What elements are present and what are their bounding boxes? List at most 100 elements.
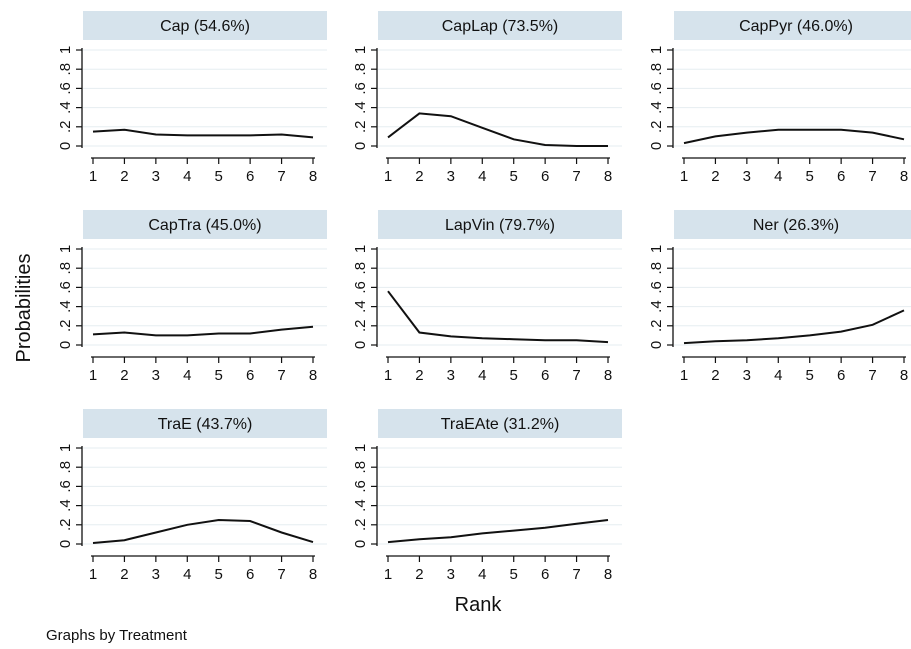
rank-probability-line [683, 128, 905, 145]
panel-title-strip [378, 11, 622, 40]
x-tick-label: 2 [711, 367, 719, 384]
x-tick-label: 5 [806, 168, 814, 185]
panel-title-strip [674, 11, 911, 40]
x-tick-label: 6 [837, 168, 845, 185]
x-tick-label: 3 [152, 367, 160, 384]
x-tick-label: 6 [541, 367, 549, 384]
y-tick-label: .8 [57, 63, 74, 76]
y-tick-label: 1 [648, 46, 665, 54]
x-tick-label: 2 [415, 566, 423, 583]
y-axis-label: Probabilities [13, 254, 35, 363]
x-tick-label: 1 [680, 168, 688, 185]
y-tick-label: .6 [352, 480, 369, 493]
x-tick-label: 7 [868, 367, 876, 384]
panel-title: TraE (43.7%) [158, 416, 253, 433]
x-tick-label: 4 [478, 367, 486, 384]
x-tick-label: 6 [246, 168, 254, 185]
x-tick-label: 2 [120, 566, 128, 583]
x-tick-label: 2 [711, 168, 719, 185]
panel-title: CapPyr (46.0%) [739, 18, 853, 35]
x-tick-label: 5 [806, 367, 814, 384]
x-tick-label: 5 [215, 566, 223, 583]
y-tick-label: 1 [352, 245, 369, 253]
x-tick-label: 3 [743, 168, 751, 185]
x-tick-label: 1 [89, 566, 97, 583]
panel: TraE (43.7%) 0 .2 .4 .6 .8 1 1 2 3 4 5 6 7 8 [57, 409, 327, 583]
y-tick-label: .2 [57, 519, 74, 532]
x-tick-label: 2 [415, 168, 423, 185]
y-tick-label: .2 [57, 320, 74, 333]
y-tick-label: .6 [352, 281, 369, 294]
x-tick-label: 1 [680, 367, 688, 384]
y-tick-label: .2 [57, 121, 74, 134]
x-axis-label: Rank [455, 594, 503, 616]
x-tick-label: 2 [120, 168, 128, 185]
x-tick-label: 8 [604, 566, 612, 583]
panel: Cap (54.6%) 0 .2 .4 .6 .8 1 1 2 3 4 5 6 7 8 [57, 11, 327, 185]
y-tick-label: 0 [648, 142, 665, 150]
x-tick-label: 1 [384, 566, 392, 583]
panel-title: CapTra (45.0%) [148, 217, 261, 234]
y-tick-label: .6 [57, 82, 74, 95]
panel: CapTra (45.0%) 0 .2 .4 .6 .8 1 1 2 3 4 5 6 7 8 [57, 210, 327, 384]
y-tick-label: .6 [352, 82, 369, 95]
y-tick-label: .6 [57, 480, 74, 493]
y-tick-label: .4 [352, 300, 369, 313]
x-tick-label: 4 [183, 168, 191, 185]
x-tick-label: 8 [604, 367, 612, 384]
x-tick-label: 4 [774, 367, 782, 384]
y-tick-label: 1 [648, 245, 665, 253]
x-tick-label: 2 [415, 367, 423, 384]
x-tick-label: 4 [478, 168, 486, 185]
y-tick-label: 0 [57, 142, 74, 150]
panel: CapPyr (46.0%) 0 .2 .4 .6 .8 1 1 2 3 4 5 6 7 8 [648, 11, 911, 185]
x-tick-label: 3 [447, 367, 455, 384]
y-tick-label: .4 [648, 101, 665, 114]
y-tick-label: .4 [352, 101, 369, 114]
x-tick-label: 3 [447, 168, 455, 185]
panel-title-strip [674, 210, 911, 239]
panel-title-strip [83, 409, 327, 438]
x-tick-label: 7 [572, 367, 580, 384]
y-tick-label: 0 [352, 341, 369, 349]
x-tick-label: 7 [572, 168, 580, 185]
x-tick-label: 4 [183, 367, 191, 384]
y-tick-label: .2 [352, 519, 369, 532]
y-tick-label: .6 [57, 281, 74, 294]
x-tick-label: 8 [604, 168, 612, 185]
panel: CapLap (73.5%) 0 .2 .4 .6 .8 1 1 2 3 4 5 6 7 8 [352, 11, 622, 185]
y-tick-label: .2 [648, 121, 665, 134]
x-tick-label: 6 [246, 367, 254, 384]
x-tick-label: 5 [215, 168, 223, 185]
rank-probability-line [92, 128, 314, 139]
y-tick-label: .4 [57, 300, 74, 313]
by-treatment-note: Graphs by Treatment [46, 627, 188, 644]
panel-title: CapLap (73.5%) [442, 18, 559, 35]
x-tick-label: 5 [215, 367, 223, 384]
x-tick-label: 1 [384, 367, 392, 384]
rank-probability-line [387, 112, 608, 147]
y-tick-label: .8 [57, 461, 74, 474]
panel: TraEAte (31.2%) 0 .2 .4 .6 .8 1 1 2 3 4 5 6 7 8 [352, 409, 622, 583]
x-tick-label: 7 [572, 566, 580, 583]
x-tick-label: 4 [774, 168, 782, 185]
y-tick-label: .2 [352, 121, 369, 134]
x-tick-label: 5 [510, 566, 518, 583]
x-tick-label: 6 [837, 367, 845, 384]
panel-title: Ner (26.3%) [753, 217, 839, 234]
y-tick-label: .2 [352, 320, 369, 333]
x-tick-label: 7 [277, 367, 285, 384]
y-tick-label: 1 [57, 46, 74, 54]
x-tick-label: 6 [541, 566, 549, 583]
x-tick-label: 3 [152, 566, 160, 583]
y-tick-label: 1 [57, 245, 74, 253]
x-tick-label: 1 [89, 168, 97, 185]
y-tick-label: .4 [648, 300, 665, 313]
x-tick-label: 2 [120, 367, 128, 384]
y-tick-label: 1 [57, 444, 74, 452]
x-tick-label: 5 [510, 367, 518, 384]
x-tick-label: 6 [246, 566, 254, 583]
y-tick-label: .8 [352, 63, 369, 76]
